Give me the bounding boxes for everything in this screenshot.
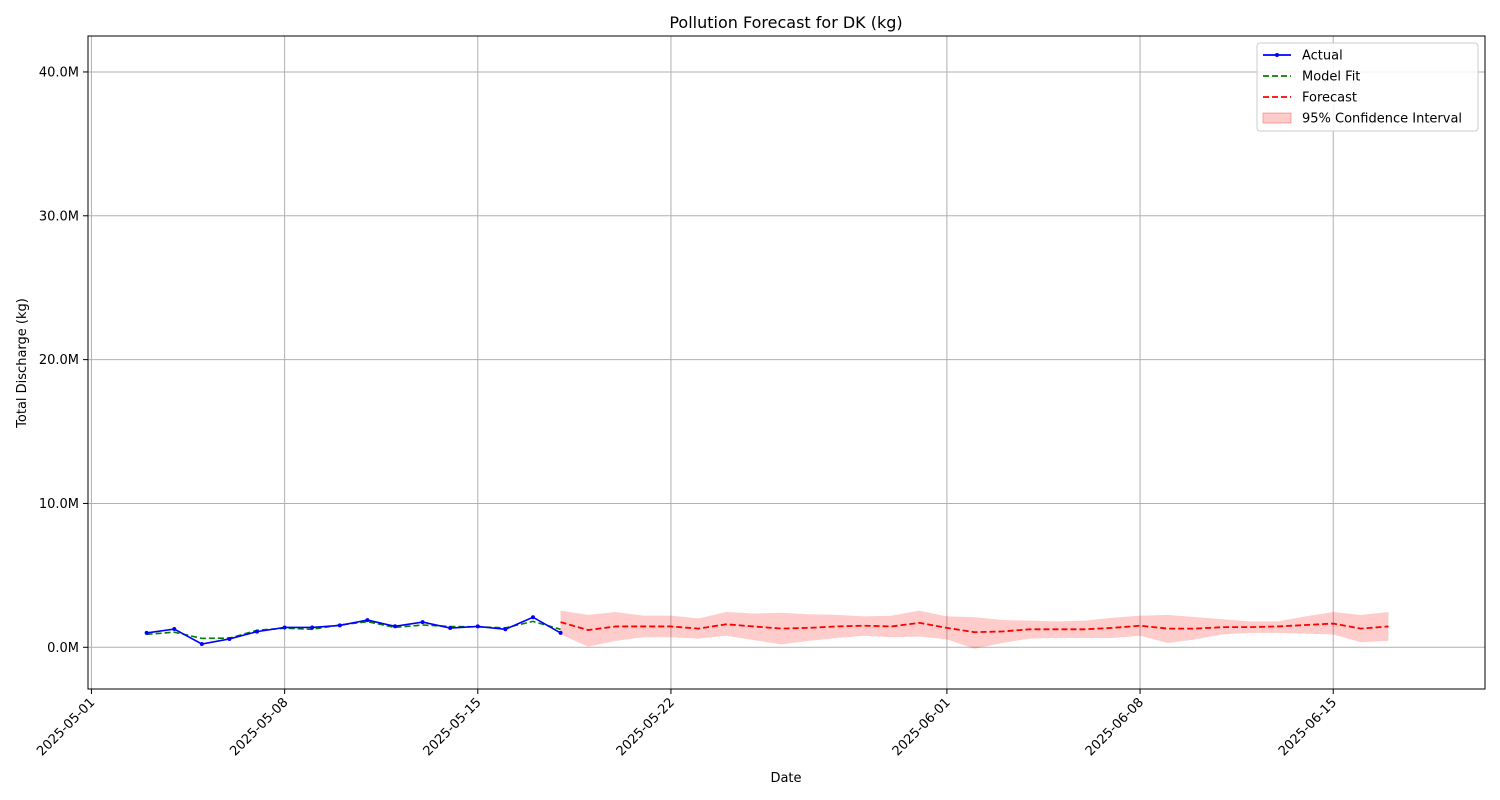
actual-point xyxy=(558,630,563,635)
chart-title: Pollution Forecast for DK (kg) xyxy=(669,13,902,32)
confidence-band-layer xyxy=(560,610,1389,649)
legend-forecast: Forecast xyxy=(1263,91,1357,106)
legend-label: Forecast xyxy=(1302,91,1357,106)
x-tick-label: 2025-05-08 xyxy=(227,695,291,759)
actual-point xyxy=(172,627,177,632)
x-tick-label: 2025-05-22 xyxy=(614,695,678,759)
legend-patch xyxy=(1262,112,1292,124)
actual-point xyxy=(420,620,425,625)
grid-lines xyxy=(88,36,1485,689)
actual-point xyxy=(475,624,480,629)
y-tick-label: 30.0M xyxy=(39,209,79,224)
actual-point xyxy=(365,618,370,623)
actual-point xyxy=(448,626,453,631)
x-axis-label: Date xyxy=(770,771,801,786)
x-tick-label: 2025-06-01 xyxy=(890,695,954,759)
y-tick-label: 10.0M xyxy=(39,497,79,512)
legend: Actual Model Fit Forecast 95% Confidence In… xyxy=(1256,42,1479,132)
actual-point xyxy=(199,641,204,646)
series-layer xyxy=(144,615,1389,646)
forecast-line xyxy=(560,621,1389,634)
x-tick-label: 2025-06-15 xyxy=(1276,695,1340,759)
plot-area-frame xyxy=(87,35,1486,690)
actual-point xyxy=(310,625,315,630)
legend-model-fit: Model Fit xyxy=(1263,70,1360,85)
model-fit-line xyxy=(146,620,561,640)
y-tick-label: 20.0M xyxy=(39,353,79,368)
actual-point xyxy=(227,636,232,641)
actual-point xyxy=(392,624,397,629)
y-axis-label: Total Discharge (kg) xyxy=(15,298,30,429)
legend-box xyxy=(1256,42,1479,132)
actual-point xyxy=(255,629,260,634)
legend-label: Actual xyxy=(1302,49,1343,64)
legend-confidence-interval: 95% Confidence Interval xyxy=(1262,112,1462,127)
confidence-band xyxy=(560,610,1389,649)
y-axis-ticks: 0.0M 10.0M 20.0M 30.0M 40.0M xyxy=(39,65,88,656)
legend-label: Model Fit xyxy=(1302,70,1360,85)
actual-point xyxy=(282,625,287,630)
actual-point xyxy=(530,615,535,620)
x-axis-ticks: 2025-05-01 2025-05-08 2025-05-15 2025-05-22… xyxy=(34,689,1340,759)
actual-point xyxy=(144,630,149,635)
actual-point xyxy=(337,623,342,628)
x-tick-label: 2025-05-15 xyxy=(421,695,485,759)
actual-point xyxy=(503,627,508,632)
y-tick-label: 0.0M xyxy=(47,641,79,656)
y-tick-label: 40.0M xyxy=(39,65,79,80)
legend-marker xyxy=(1275,53,1279,57)
actual-line xyxy=(146,616,561,645)
x-tick-label: 2025-05-01 xyxy=(34,695,98,759)
legend-label: 95% Confidence Interval xyxy=(1302,112,1462,127)
x-tick-label: 2025-06-08 xyxy=(1083,695,1147,759)
legend-actual: Actual xyxy=(1263,49,1343,64)
